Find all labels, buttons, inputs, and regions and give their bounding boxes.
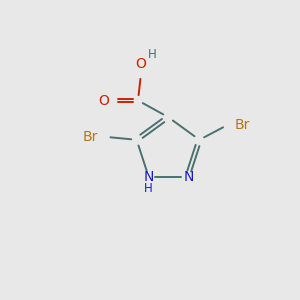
Text: H: H <box>144 182 153 195</box>
Text: N: N <box>184 170 194 184</box>
Text: H: H <box>148 48 157 62</box>
Text: Br: Br <box>83 130 98 144</box>
Text: Br: Br <box>235 118 250 132</box>
Text: O: O <box>136 58 146 71</box>
Text: N: N <box>143 170 154 184</box>
Text: O: O <box>99 94 110 107</box>
